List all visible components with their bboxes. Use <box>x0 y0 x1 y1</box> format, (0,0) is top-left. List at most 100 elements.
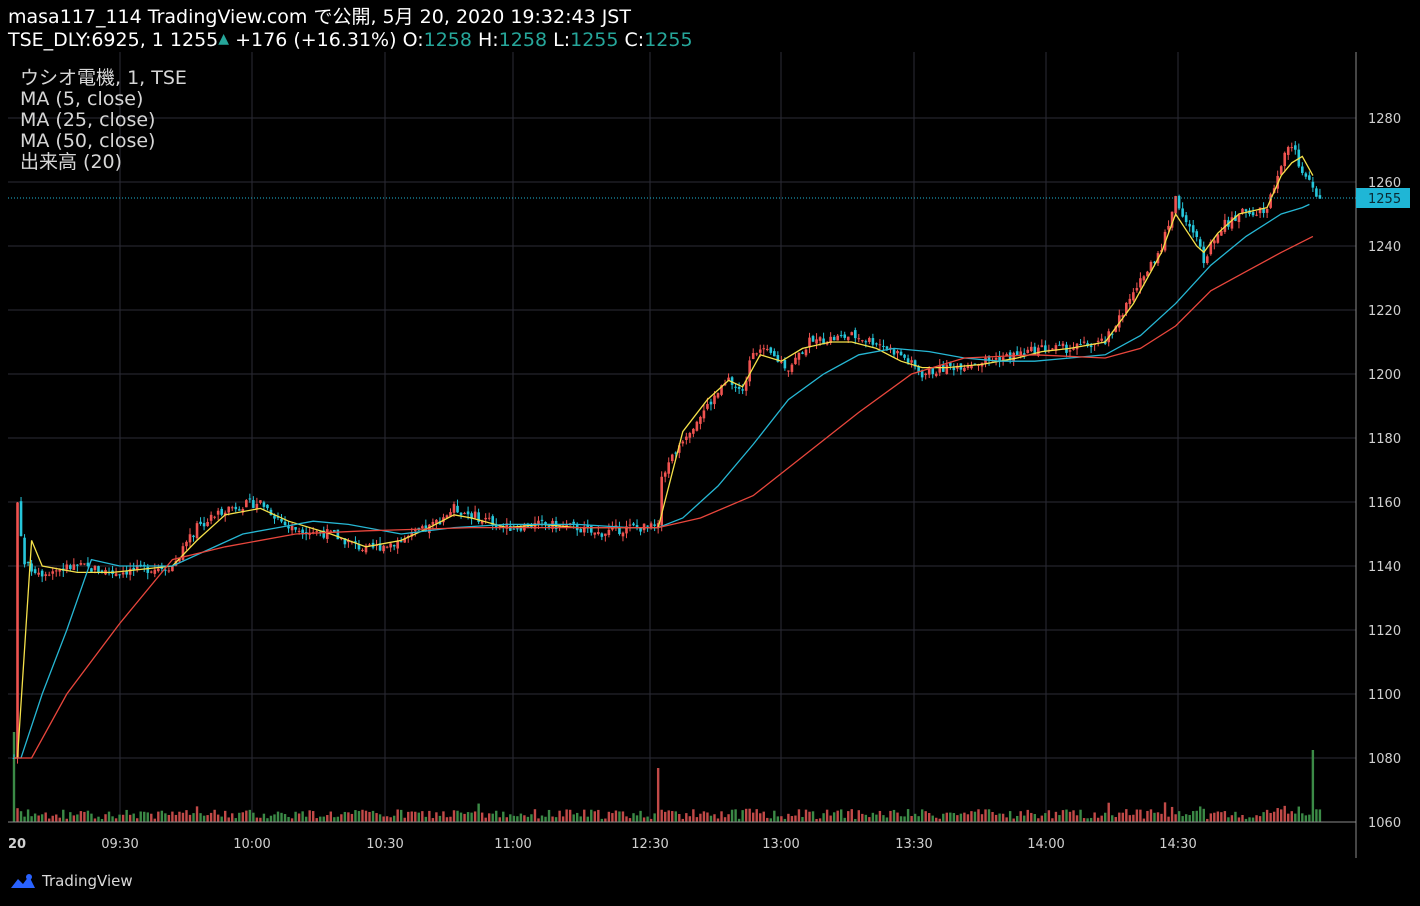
volume-bar <box>1008 811 1012 822</box>
volume-bar <box>709 815 713 822</box>
candle-body <box>1258 207 1262 214</box>
volume-bar <box>861 813 864 822</box>
volume-bar <box>216 814 220 822</box>
volume-bar <box>752 812 755 822</box>
volume-bar <box>297 813 301 822</box>
volume-bar <box>473 811 477 822</box>
volume-bar <box>37 815 40 822</box>
candle-body <box>301 529 304 535</box>
candle-body <box>1213 240 1216 244</box>
candle-body <box>297 530 301 532</box>
volume-bar <box>1227 817 1230 822</box>
volume-bar <box>312 811 315 822</box>
volume-bar <box>1005 817 1008 822</box>
candle-body <box>456 505 459 513</box>
volume-bar <box>533 809 537 822</box>
volume-bar <box>1093 812 1096 822</box>
candle-body <box>1146 271 1149 277</box>
volume-bar <box>980 814 984 822</box>
volume-bar <box>551 816 554 822</box>
volume-bar <box>1026 809 1029 822</box>
volume-bar <box>125 809 128 822</box>
volume-bar <box>62 809 65 822</box>
volume-bar <box>456 810 459 822</box>
legend-ma25[interactable]: MA (25, close) <box>20 109 156 131</box>
y-tick-label: 1100 <box>1368 688 1401 703</box>
volume-bar <box>716 818 720 822</box>
candle-body <box>19 501 23 537</box>
volume-bar <box>966 814 970 822</box>
brand-label: TradingView <box>42 872 133 890</box>
volume-bar <box>1265 809 1269 822</box>
volume-bar <box>963 812 966 822</box>
volume-bar <box>1297 806 1300 822</box>
candle-body <box>90 568 93 572</box>
candle-body <box>709 401 713 405</box>
volume-bar <box>431 818 435 822</box>
candle-body <box>632 523 635 526</box>
volume-bar <box>414 811 417 822</box>
volume-bar <box>540 815 544 822</box>
legend-volume[interactable]: 出来高 (20) <box>20 151 123 173</box>
candle-body <box>322 530 326 538</box>
volume-bar <box>79 811 83 822</box>
volume-bar <box>480 812 484 822</box>
open-label: O: <box>402 29 424 51</box>
volume-bar <box>685 813 688 822</box>
candle-body <box>1177 196 1181 209</box>
candle-body <box>167 570 171 572</box>
volume-bar <box>51 815 54 822</box>
candle-body <box>1184 215 1188 223</box>
legend-symbol[interactable]: ウシオ電機, 1, TSE <box>20 67 187 89</box>
candle-body <box>1135 287 1139 291</box>
candle-body <box>164 569 167 571</box>
volume-bar <box>836 810 839 822</box>
candle-body <box>396 541 399 549</box>
volume-bar <box>1058 815 1061 822</box>
volume-bar <box>44 812 47 822</box>
candle-body <box>804 349 808 356</box>
volume-bar <box>843 817 846 822</box>
candle-body <box>667 462 671 474</box>
candle-body <box>530 525 533 528</box>
volume-bar <box>547 809 551 822</box>
volume-bar <box>1192 811 1195 822</box>
volume-bar <box>808 811 811 822</box>
candle-body <box>209 514 213 521</box>
up-arrow-icon: ▲ <box>218 31 230 47</box>
volume-bar <box>199 813 202 822</box>
volume-bar <box>766 817 769 822</box>
tradingview-footer[interactable]: TradingView <box>10 872 133 890</box>
volume-bar <box>164 813 167 822</box>
volume-bar <box>58 817 61 822</box>
volume-bar <box>1170 806 1174 822</box>
high-value: 1258 <box>498 29 548 51</box>
candle-body <box>58 569 62 572</box>
ohlc-line: TSE_DLY:6925, 1 1255▲ +176 (+16.31%) O:1… <box>8 29 693 54</box>
candle-body <box>924 373 927 376</box>
candle-body <box>1315 188 1318 197</box>
volume-bar <box>987 809 991 822</box>
legend-ma5[interactable]: MA (5, close) <box>20 88 144 110</box>
volume-bar <box>1146 810 1149 822</box>
candle-body <box>100 570 104 573</box>
volume-bar <box>121 814 125 822</box>
volume-bar <box>375 813 378 822</box>
volume-bar <box>1272 811 1276 822</box>
volume-bar <box>107 811 111 822</box>
volume-bar <box>12 732 16 822</box>
candle-body <box>987 356 991 360</box>
candle-body <box>984 357 987 364</box>
volume-bar <box>1258 816 1262 822</box>
candle-body <box>392 545 396 547</box>
legend-ma50[interactable]: MA (50, close) <box>20 130 156 152</box>
candle-body <box>491 516 495 526</box>
volume-bar <box>1054 811 1058 822</box>
candle-body <box>825 342 829 345</box>
volume-bar <box>973 811 977 822</box>
volume-bar <box>1104 812 1107 822</box>
candle-body <box>670 454 674 462</box>
volume-bar <box>1135 809 1139 822</box>
volume-bar <box>1287 813 1290 822</box>
